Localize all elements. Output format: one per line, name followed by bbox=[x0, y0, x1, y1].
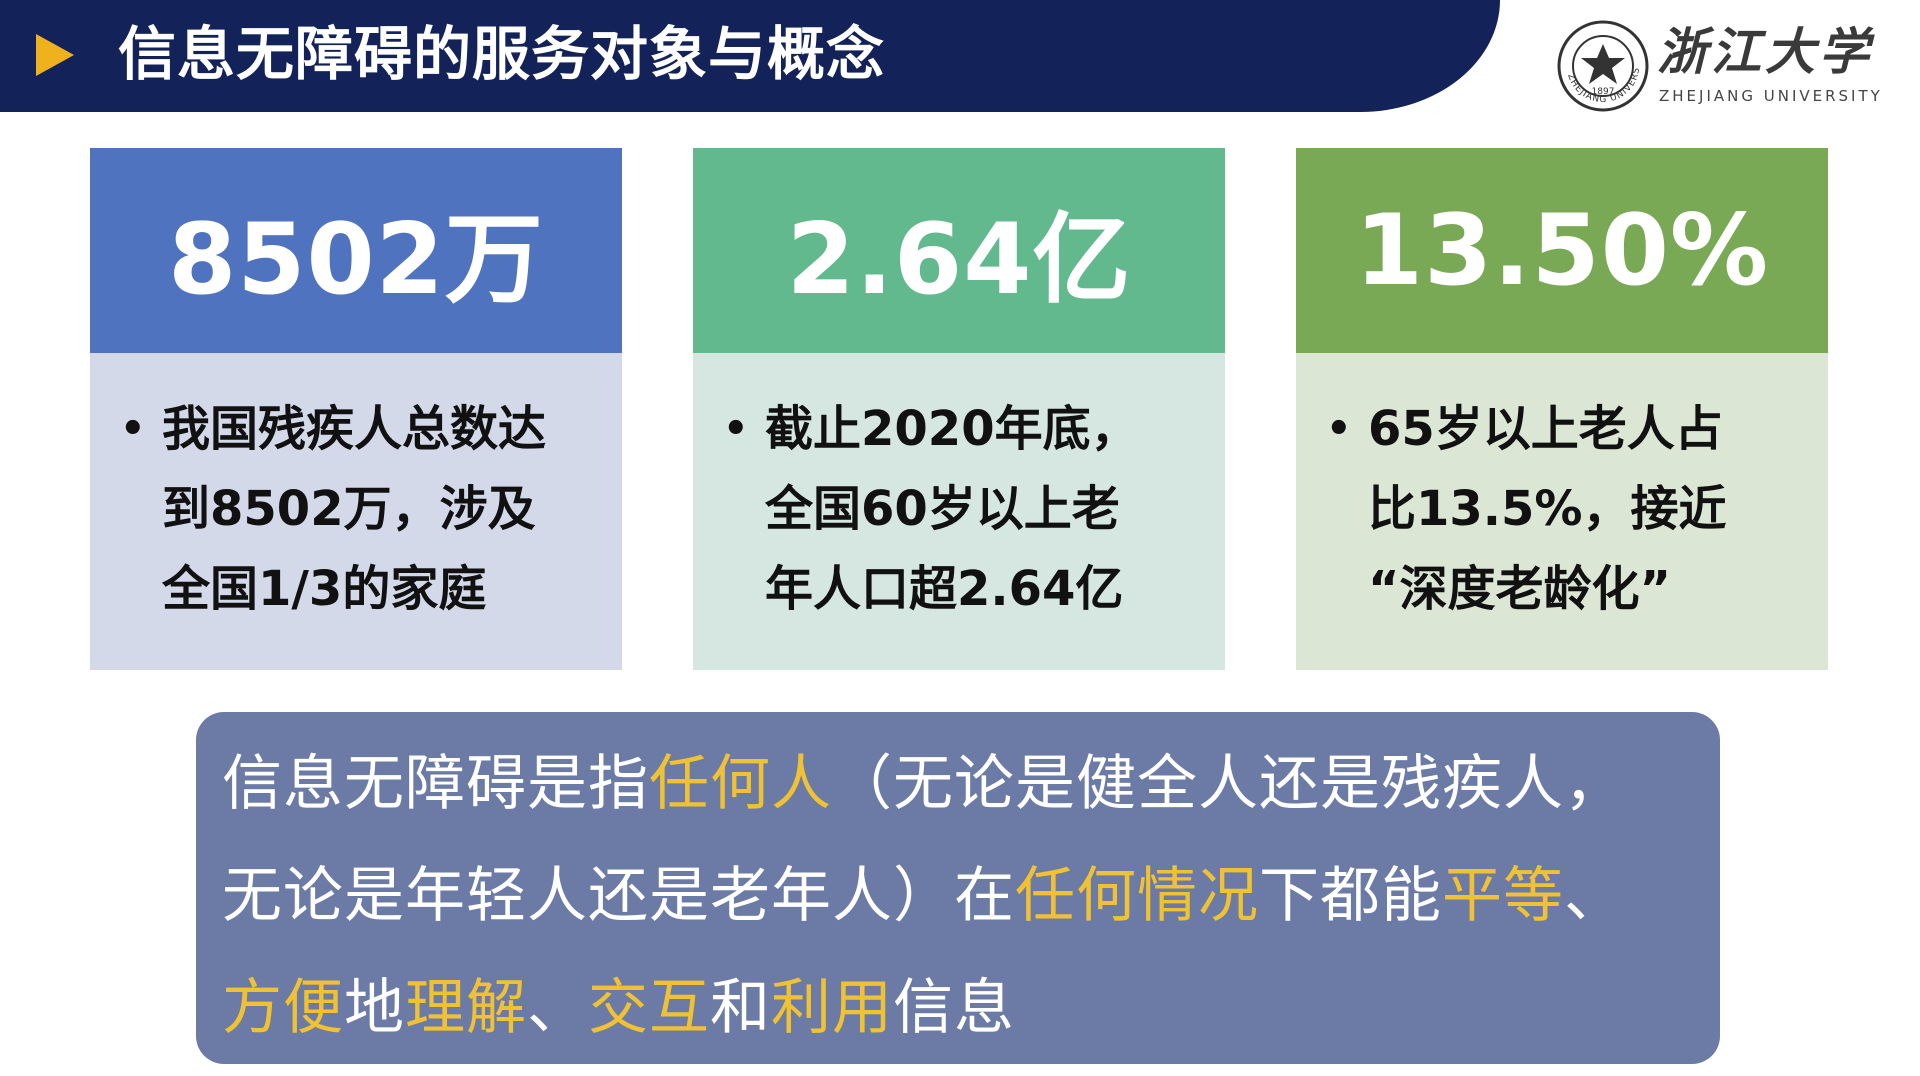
description-line: 年人口超2.64亿 bbox=[765, 549, 1205, 629]
stat-value: 13.50% bbox=[1296, 148, 1828, 353]
stat-card-disabled-population: 8502万 • 我国残疾人总数达 到8502万，涉及 全国1/3的家庭 bbox=[90, 148, 622, 670]
university-seal-icon: ZHEJIANG UNIVERSITY 1897 bbox=[1555, 18, 1651, 114]
highlight-segment: 任何情况 bbox=[1015, 861, 1259, 931]
stat-value: 8502万 bbox=[90, 148, 622, 353]
text-segment: 信息 bbox=[893, 973, 1015, 1043]
bullet-icon: • bbox=[120, 389, 162, 670]
description-line: “深度老龄化” bbox=[1368, 549, 1808, 629]
stat-card-aging-ratio: 13.50% • 65岁以上老人占 比13.5%，接近 “深度老龄化” bbox=[1296, 148, 1828, 670]
stat-description: • 截止2020年底， 全国60岁以上老 年人口超2.64亿 bbox=[693, 353, 1225, 670]
stat-value: 2.64亿 bbox=[693, 148, 1225, 353]
description-line: 到8502万，涉及 bbox=[162, 469, 602, 549]
definition-box: 信息无障碍是指任何人（无论是健全人还是残疾人， 无论是年轻人还是老年人）在任何情… bbox=[196, 712, 1720, 1064]
description-line: 比13.5%，接近 bbox=[1368, 469, 1808, 549]
description-line: 全国60岁以上老 bbox=[765, 469, 1205, 549]
highlight-segment: 平等 bbox=[1442, 861, 1564, 931]
description-line: 全国1/3的家庭 bbox=[162, 549, 602, 629]
highlight-segment: 交互 bbox=[588, 973, 710, 1043]
bullet-icon: • bbox=[723, 389, 765, 670]
highlight-segment: 利用 bbox=[771, 973, 893, 1043]
stat-description: • 我国残疾人总数达 到8502万，涉及 全国1/3的家庭 bbox=[90, 353, 622, 670]
text-segment: 信息无障碍是指 bbox=[222, 749, 649, 819]
text-segment: 下都能 bbox=[1259, 861, 1442, 931]
description-line: 截止2020年底， bbox=[765, 389, 1205, 469]
text-segment: （无论是健全人还是残疾人， bbox=[832, 749, 1625, 819]
highlight-segment: 任何人 bbox=[649, 749, 832, 819]
play-triangle-icon bbox=[36, 34, 74, 76]
definition-line-3: 方便地理解、交互和利用信息 bbox=[222, 952, 1700, 1064]
text-segment: 无论是年轻人还是老年人）在 bbox=[222, 861, 1015, 931]
stat-card-elderly-population: 2.64亿 • 截止2020年底， 全国60岁以上老 年人口超2.64亿 bbox=[693, 148, 1225, 670]
title-bar: 信息无障碍的服务对象与概念 bbox=[0, 0, 1500, 112]
seal-year: 1897 bbox=[1592, 87, 1615, 97]
highlight-segment: 方便 bbox=[222, 973, 344, 1043]
definition-line-2: 无论是年轻人还是老年人）在任何情况下都能平等、 bbox=[222, 840, 1700, 952]
logo-name-en: ZHEJIANG UNIVERSITY bbox=[1659, 86, 1883, 106]
text-segment: 地 bbox=[344, 973, 405, 1043]
stat-description: • 65岁以上老人占 比13.5%，接近 “深度老龄化” bbox=[1296, 353, 1828, 670]
logo-name-cn: 浙江大学 bbox=[1657, 20, 1873, 84]
page-title: 信息无障碍的服务对象与概念 bbox=[118, 14, 885, 94]
description-line: 我国残疾人总数达 bbox=[162, 389, 602, 469]
university-logo: ZHEJIANG UNIVERSITY 1897 浙江大学 ZHEJIANG U… bbox=[1555, 18, 1895, 118]
highlight-segment: 理解 bbox=[405, 973, 527, 1043]
description-line: 65岁以上老人占 bbox=[1368, 389, 1808, 469]
bullet-icon: • bbox=[1326, 389, 1368, 670]
text-segment: 和 bbox=[710, 973, 771, 1043]
text-segment: 、 bbox=[527, 973, 588, 1043]
text-segment: 、 bbox=[1564, 861, 1625, 931]
definition-line-1: 信息无障碍是指任何人（无论是健全人还是残疾人， bbox=[222, 728, 1700, 840]
